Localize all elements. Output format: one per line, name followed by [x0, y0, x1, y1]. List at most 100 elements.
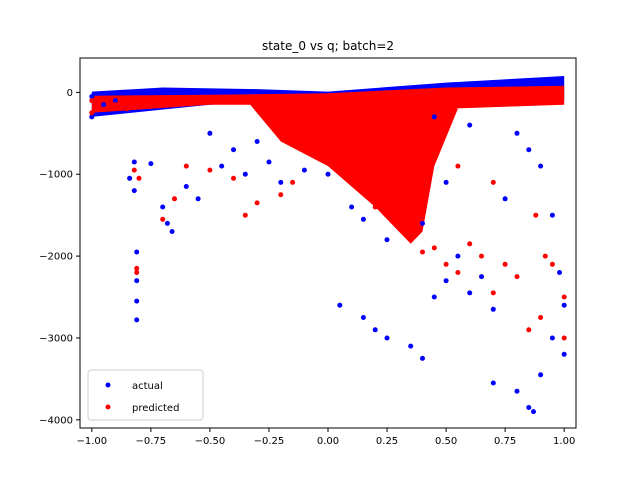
predicted-point: [131, 167, 137, 173]
predicted-point: [542, 253, 548, 259]
predicted-point: [134, 270, 140, 275]
actual-point: [526, 147, 532, 153]
actual-point: [134, 317, 140, 323]
predicted-point: [467, 241, 473, 247]
predicted-point: [561, 335, 567, 341]
data-points: [89, 94, 567, 415]
legend-marker-predicted: [105, 404, 111, 410]
actual-point: [195, 196, 201, 202]
actual-point: [443, 278, 449, 284]
actual-point: [490, 380, 496, 386]
actual-point: [349, 204, 355, 210]
predicted-point: [561, 294, 567, 300]
actual-point: [549, 212, 555, 218]
actual-point: [337, 302, 343, 308]
predicted-point: [290, 179, 296, 185]
actual-point: [278, 179, 284, 185]
actual-point: [561, 351, 567, 357]
dense-point-bands: [91, 76, 565, 244]
predicted-point: [242, 212, 248, 218]
actual-point: [538, 163, 544, 169]
actual-point: [514, 388, 520, 394]
predicted-point: [490, 290, 496, 296]
actual-point: [557, 270, 562, 275]
predicted-point: [538, 315, 544, 320]
predicted-point: [124, 106, 130, 112]
predicted-point: [183, 163, 189, 169]
actual-point: [526, 405, 532, 410]
actual-point: [384, 237, 390, 243]
actual-point: [134, 298, 140, 304]
legend: actual predicted: [87, 369, 204, 421]
predicted-point: [526, 327, 532, 333]
predicted-point: [420, 249, 425, 255]
predicted-point: [396, 224, 402, 230]
predicted-point: [160, 216, 166, 222]
actual-point: [131, 159, 137, 165]
actual-point: [89, 114, 95, 120]
predicted-point: [549, 261, 555, 267]
actual-point: [134, 278, 140, 284]
predicted-point: [479, 253, 484, 259]
actual-point: [131, 188, 137, 194]
predicted-point: [278, 192, 284, 198]
predicted-point: [408, 237, 414, 243]
actual-point: [89, 94, 95, 99]
actual-point: [443, 179, 449, 185]
actual-point: [360, 216, 366, 222]
actual-point: [514, 130, 520, 136]
predicted-point: [502, 261, 508, 267]
actual-point: [531, 409, 536, 415]
actual-point: [549, 335, 555, 341]
x-tick-label: −0.50: [195, 436, 226, 447]
actual-point: [502, 196, 508, 202]
actual-point: [455, 253, 461, 259]
chart-title: state_0 vs q; batch=2: [262, 39, 394, 53]
predicted-point: [443, 261, 449, 267]
y-axis: 0 −1000 −2000 −3000 −4000: [39, 88, 80, 426]
legend-label-predicted: predicted: [132, 403, 179, 414]
actual-point: [242, 171, 248, 177]
actual-point: [384, 335, 390, 341]
x-axis: −1.00 −0.75 −0.50 −0.25 0.00 0.25 0.50 0.75 1.00: [76, 428, 575, 447]
actual-point: [420, 355, 425, 361]
actual-point: [490, 306, 496, 312]
actual-point: [467, 290, 473, 296]
predicted-point: [431, 245, 437, 251]
predicted-dense-band: [91, 85, 565, 113]
y-tick-label: −4000: [39, 415, 73, 426]
y-tick-label: −2000: [39, 252, 73, 263]
actual-point: [169, 229, 175, 234]
x-tick-label: 1.00: [553, 436, 575, 447]
actual-point: [479, 274, 484, 280]
predicted-point: [254, 200, 260, 206]
actual-point: [112, 98, 118, 104]
predicted-point: [325, 139, 331, 144]
actual-point: [231, 147, 236, 153]
actual-point: [325, 171, 331, 177]
actual-point: [467, 122, 473, 128]
actual-point: [183, 184, 189, 189]
actual-point: [360, 315, 366, 320]
x-tick-label: −0.75: [136, 436, 167, 447]
x-tick-label: 0.75: [494, 436, 516, 447]
predicted-point: [134, 265, 140, 271]
predicted-point: [89, 98, 95, 104]
actual-point: [148, 161, 154, 167]
actual-point: [254, 139, 260, 144]
actual-point: [127, 175, 133, 181]
predicted-point: [455, 163, 461, 169]
x-tick-label: 0.50: [435, 436, 457, 447]
legend-label-actual: actual: [132, 381, 163, 392]
predicted-point: [490, 179, 496, 185]
actual-point: [408, 343, 414, 349]
predicted-point: [136, 175, 142, 181]
predicted-point: [89, 110, 95, 116]
actual-point: [101, 102, 107, 108]
actual-point: [301, 167, 307, 173]
y-tick-label: −3000: [39, 333, 73, 344]
legend-marker-actual: [105, 382, 111, 388]
actual-point: [207, 130, 213, 136]
predicted-point: [455, 270, 461, 275]
